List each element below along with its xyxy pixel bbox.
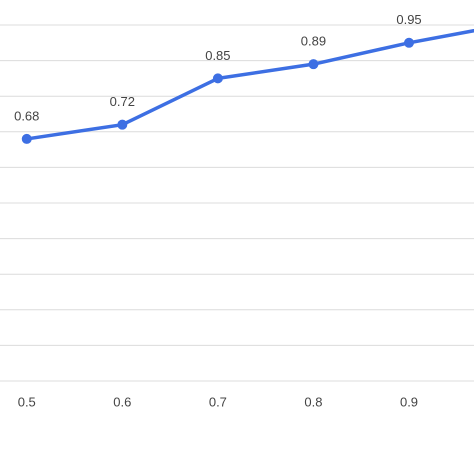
point [21,133,32,144]
value-label: 0.68 [14,108,39,123]
value-label: 0.89 [301,34,326,49]
x-tick-label: 0.8 [304,394,322,409]
line [26,28,474,141]
x-tick-label: 0.5 [18,394,36,409]
value-label: 0.72 [110,94,135,109]
point [117,119,128,130]
x-tick-label: 0.7 [209,394,227,409]
point [308,59,319,70]
point [212,73,223,84]
value-label: 0.95 [396,12,421,27]
value-label: 0.85 [205,48,230,63]
x-tick-label: 0.9 [400,394,418,409]
x-tick-label: 0.6 [113,394,131,409]
point [404,37,415,48]
